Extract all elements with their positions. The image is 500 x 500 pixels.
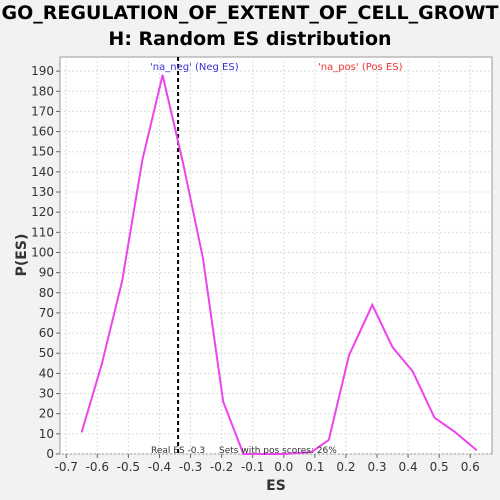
series-points [80, 74, 478, 455]
x-tick-label: 0.3 [367, 460, 386, 474]
x-axis-ticks: -0.7 -0.6 -0.5 -0.4 -0.3 -0.2 -0.1 0.0 0.1 0.2 0.3… [55, 454, 480, 474]
legend-pos: 'na_pos' (Pos ES) [318, 62, 403, 73]
y-tick-label: 190 [31, 64, 54, 78]
y-tick-label: 110 [31, 225, 54, 239]
x-tick-label: -0.5 [117, 460, 140, 474]
y-tick-label: 70 [39, 306, 54, 320]
y-axis-label: P(ES) [14, 234, 30, 277]
y-tick-label: 150 [31, 145, 54, 159]
chart-title-line2: H: Random ES distribution [108, 28, 392, 50]
y-tick-label: 30 [39, 387, 54, 401]
data-point [242, 453, 245, 455]
data-point [411, 370, 414, 373]
data-point [453, 431, 456, 433]
legend-neg: 'na_neg' (Neg ES) [150, 62, 239, 73]
chart-title: GO_REGULATION_OF_EXTENT_OF_CELL_GROWT H:… [0, 0, 500, 52]
data-point [181, 160, 184, 163]
x-tick-label: 0.2 [336, 460, 355, 474]
x-tick-label: -0.3 [179, 460, 202, 474]
data-point [222, 400, 224, 403]
y-tick-label: 10 [39, 427, 54, 441]
y-axis-ticks: 0 10 20 30 40 50 60 70 80 90 100 110 120 130 140 150 160… [31, 64, 60, 461]
data-point [262, 453, 265, 455]
y-tick-label: 140 [31, 165, 54, 179]
x-tick-label: -0.6 [86, 460, 109, 474]
data-point [310, 451, 313, 453]
y-tick-label: 100 [31, 245, 54, 259]
x-tick-label: 0.0 [274, 460, 293, 474]
y-tick-label: 50 [39, 346, 54, 360]
data-point [80, 431, 83, 433]
y-tick-label: 0 [46, 447, 54, 461]
y-tick-label: 40 [39, 366, 54, 380]
y-tick-label: 130 [31, 185, 54, 199]
y-tick-label: 160 [31, 125, 54, 139]
y-tick-label: 90 [39, 266, 54, 280]
data-point [282, 453, 285, 455]
x-tick-label: 0.1 [305, 460, 324, 474]
data-point [328, 439, 330, 441]
x-tick-label: 0.6 [461, 460, 480, 474]
x-tick-label: -0.1 [241, 460, 264, 474]
data-point [348, 354, 350, 357]
chart-title-line1: GO_REGULATION_OF_EXTENT_OF_CELL_GROWT [1, 2, 499, 24]
y-tick-label: 60 [39, 326, 54, 340]
data-point [141, 158, 144, 161]
x-tick-label: -0.7 [55, 460, 78, 474]
annotation-real-es: Real ES -0.3 [151, 446, 205, 456]
data-point [475, 449, 478, 451]
grid [60, 57, 492, 455]
data-point [121, 279, 123, 282]
data-point [433, 416, 436, 419]
x-tick-label: -0.4 [148, 460, 171, 474]
x-axis-label: ES [266, 478, 286, 494]
data-point [391, 346, 394, 348]
x-tick-label: 0.4 [399, 460, 418, 474]
annotation-pos-scores: Sets with pos scores: 26% [219, 446, 337, 456]
y-tick-label: 20 [39, 407, 54, 421]
x-tick-label: 0.5 [430, 460, 449, 474]
y-tick-label: 180 [31, 84, 54, 98]
data-point [161, 74, 164, 76]
data-point [202, 257, 204, 260]
y-tick-label: 80 [39, 286, 54, 300]
series-line [80, 74, 478, 455]
data-point [101, 362, 103, 365]
plot-area [59, 56, 493, 455]
x-tick-label: -0.2 [210, 460, 233, 474]
data-point [371, 304, 374, 306]
y-tick-label: 170 [31, 104, 54, 118]
y-tick-label: 120 [31, 205, 54, 219]
